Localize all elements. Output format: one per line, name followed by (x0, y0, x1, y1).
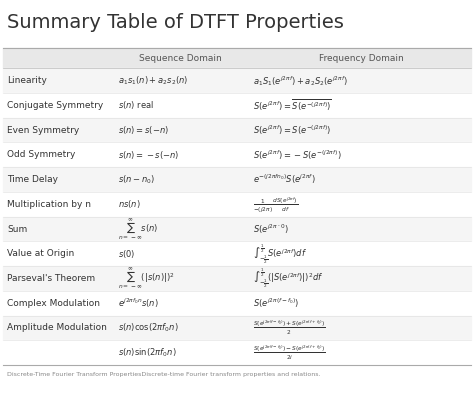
Bar (3, 316, 471, 340)
Bar (3, 266, 471, 291)
Text: $\sum_{n=-\infty}^{\infty} s(n)$: $\sum_{n=-\infty}^{\infty} s(n)$ (118, 216, 158, 242)
Text: $e^{j2\pi f_0 n} s(n)$: $e^{j2\pi f_0 n} s(n)$ (118, 297, 158, 310)
Text: $ns(n)$: $ns(n)$ (118, 198, 140, 210)
Text: $a_1 S_1(e^{j2\pi f}) + a_2 S_2(e^{j2\pi f})$: $a_1 S_1(e^{j2\pi f}) + a_2 S_2(e^{j2\pi… (254, 74, 348, 88)
Text: Sequence Domain: Sequence Domain (139, 54, 222, 62)
Text: Time Delay: Time Delay (8, 175, 58, 184)
Bar (3, 118, 471, 142)
Text: $s(n) = s(-n)$: $s(n) = s(-n)$ (118, 124, 169, 136)
Text: Value at Origin: Value at Origin (8, 249, 75, 258)
Text: Sum: Sum (8, 224, 27, 234)
Bar (3, 167, 471, 192)
Text: $s(n)\sin(2\pi f_0 n)$: $s(n)\sin(2\pi f_0 n)$ (118, 346, 176, 359)
Text: $\frac{S(e^{j2\pi(f-f_0)}) - S(e^{j2\pi(f+f_0)})}{2i}$: $\frac{S(e^{j2\pi(f-f_0)}) - S(e^{j2\pi(… (254, 343, 326, 362)
Text: $\frac{S(e^{j2\pi(f-f_0)}) + S(e^{j2\pi(f+f_0)})}{2}$: $\frac{S(e^{j2\pi(f-f_0)}) + S(e^{j2\pi(… (254, 319, 326, 337)
Text: Linearity: Linearity (8, 76, 47, 85)
Text: Complex Modulation: Complex Modulation (8, 298, 100, 308)
Text: $\int_{-\frac{1}{2}}^{\frac{1}{2}} (|S(e^{j2\pi f})|)^2 df$: $\int_{-\frac{1}{2}}^{\frac{1}{2}} (|S(e… (254, 267, 324, 290)
Bar (3, 217, 471, 241)
Text: $S(e^{j2\pi f}) = S(e^{-(j2\pi f)})$: $S(e^{j2\pi f}) = S(e^{-(j2\pi f)})$ (254, 123, 332, 137)
Text: $\frac{1}{-(j2\pi)} \frac{dS(e^{j2\pi f})}{df}$: $\frac{1}{-(j2\pi)} \frac{dS(e^{j2\pi f}… (254, 195, 299, 214)
Text: $s(n)\cos(2\pi f_0 n)$: $s(n)\cos(2\pi f_0 n)$ (118, 322, 178, 334)
Text: $S(e^{j2\pi f}) = -S(e^{-(j2\pi f)})$: $S(e^{j2\pi f}) = -S(e^{-(j2\pi f)})$ (254, 148, 342, 162)
Text: $\int_{-\frac{1}{2}}^{\frac{1}{2}} S(e^{j2\pi f}) df$: $\int_{-\frac{1}{2}}^{\frac{1}{2}} S(e^{… (254, 242, 308, 265)
Text: $S(e^{j2\pi \cdot 0})$: $S(e^{j2\pi \cdot 0})$ (254, 222, 289, 236)
Text: $s(n)$ real: $s(n)$ real (118, 100, 154, 111)
Text: $a_1 s_1(n) + a_2 s_2(n)$: $a_1 s_1(n) + a_2 s_2(n)$ (118, 74, 188, 87)
Text: Summary Table of DTFT Properties: Summary Table of DTFT Properties (8, 13, 344, 31)
Bar (3, 291, 471, 316)
Bar (3, 48, 471, 68)
Text: $S(e^{j2\pi f}) = \overline{S(e^{-(j2\pi f)})}$: $S(e^{j2\pi f}) = \overline{S(e^{-(j2\pi… (254, 97, 332, 113)
Bar (3, 68, 471, 93)
Bar (3, 192, 471, 217)
Bar (3, 340, 471, 365)
Bar (3, 241, 471, 266)
Bar (3, 93, 471, 118)
Text: $s(0)$: $s(0)$ (118, 248, 135, 260)
Text: $S(e^{j2\pi(f - f_0)})$: $S(e^{j2\pi(f - f_0)})$ (254, 297, 300, 310)
Text: $\sum_{n=-\infty}^{\infty} (|s(n)|)^2$: $\sum_{n=-\infty}^{\infty} (|s(n)|)^2$ (118, 265, 174, 291)
Text: $e^{-(j2\pi f n_0)} S(e^{j2\pi f})$: $e^{-(j2\pi f n_0)} S(e^{j2\pi f})$ (254, 173, 316, 186)
Text: Parseval's Theorem: Parseval's Theorem (8, 274, 96, 283)
Text: $s(n - n_0)$: $s(n - n_0)$ (118, 173, 155, 186)
Text: Multiplication by n: Multiplication by n (8, 200, 91, 209)
Text: Conjugate Symmetry: Conjugate Symmetry (8, 101, 104, 110)
Text: Discrete-Time Fourier Transform PropertiesDiscrete-time Fourier transform proper: Discrete-Time Fourier Transform Properti… (8, 372, 321, 377)
Text: Frequency Domain: Frequency Domain (319, 54, 403, 62)
Bar (3, 142, 471, 167)
Text: $s(n) = -s(-n)$: $s(n) = -s(-n)$ (118, 149, 179, 161)
Text: Even Symmetry: Even Symmetry (8, 126, 80, 135)
Text: Amplitude Modulation: Amplitude Modulation (8, 324, 107, 332)
Text: Odd Symmetry: Odd Symmetry (8, 150, 76, 159)
